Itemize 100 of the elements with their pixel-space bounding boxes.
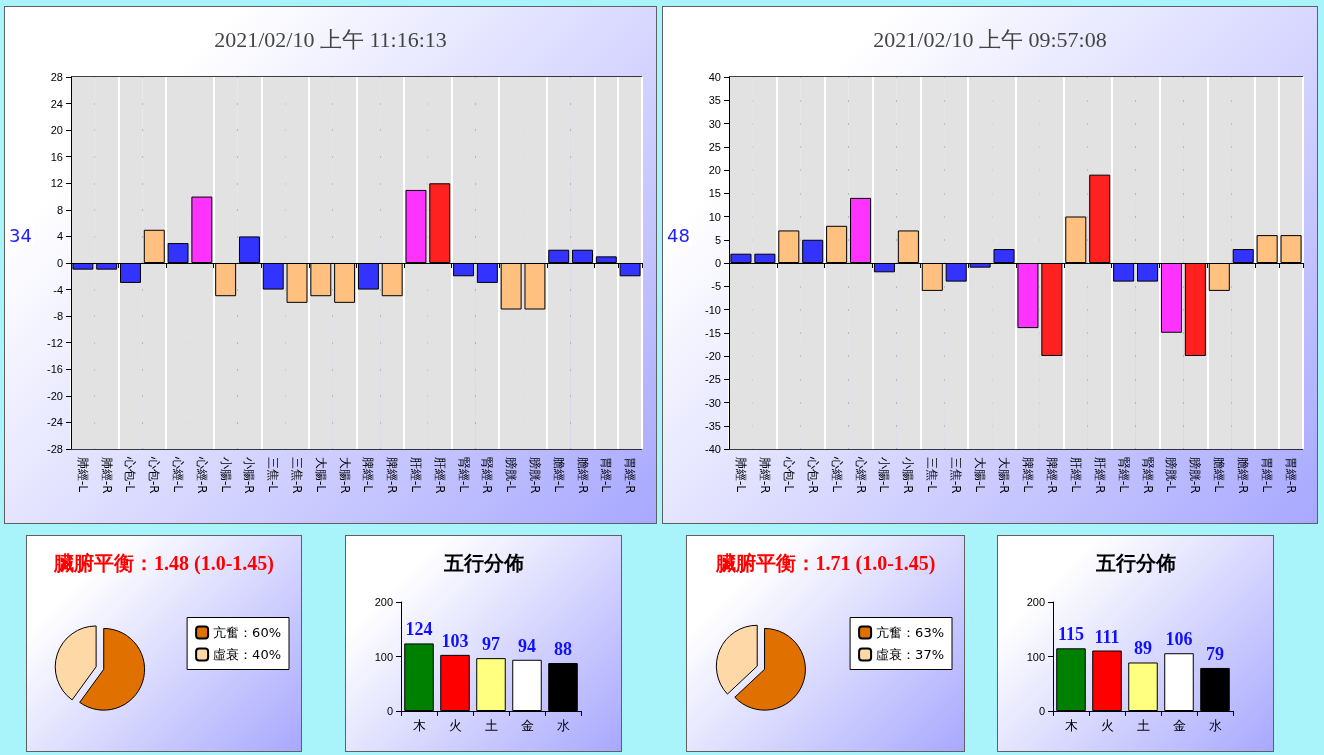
x-tick-label: 心經-R bbox=[194, 456, 209, 494]
chart-title: 五行分佈 bbox=[1094, 552, 1176, 574]
x-tick-label: 膽經-R bbox=[1236, 457, 1251, 494]
y-tick-label: -12 bbox=[47, 336, 63, 349]
x-tick-label: 三焦-L bbox=[266, 457, 281, 493]
y-tick-label: -40 bbox=[705, 443, 721, 455]
x-tick-label: 膀胱-R bbox=[1188, 457, 1203, 494]
y-tick-label: 12 bbox=[50, 177, 63, 190]
x-tick-label: 腎經-R bbox=[1140, 457, 1155, 494]
y-tick-label: 200 bbox=[374, 596, 393, 608]
x-tick-label: 小腸-R bbox=[242, 457, 257, 494]
x-tick-label: 小腸-L bbox=[218, 457, 233, 493]
legend-label: 亢奮：63% bbox=[876, 625, 945, 640]
x-tick-label: 膽經-L bbox=[1212, 457, 1227, 493]
x-tick-label: 胃經-R bbox=[1284, 457, 1299, 494]
y-tick-label: -35 bbox=[705, 419, 721, 432]
text: 34 bbox=[9, 224, 32, 246]
y-tick-label: -10 bbox=[705, 303, 721, 316]
x-tick-label: 土 bbox=[1136, 718, 1150, 733]
y-tick-label: 0 bbox=[56, 257, 63, 269]
y-tick-label: -24 bbox=[47, 416, 63, 429]
x-tick-label: 膀胱-L bbox=[504, 457, 519, 493]
data-label: 124 bbox=[405, 619, 433, 640]
y-tick-label: 0 bbox=[1038, 705, 1045, 717]
x-tick-label: 大腸-L bbox=[973, 457, 988, 493]
data-label: 94 bbox=[518, 635, 536, 656]
chart-title: 2021/02/10 上午 11:16:13 bbox=[214, 26, 447, 52]
x-tick-label: 小腸-L bbox=[877, 457, 892, 493]
x-tick-label: 胃經-L bbox=[599, 457, 614, 493]
y-tick-label: -4 bbox=[53, 283, 63, 296]
x-tick-label: 心經-R bbox=[853, 456, 868, 494]
x-tick-label: 心經-L bbox=[829, 456, 844, 493]
x-tick-label: 肺經-L bbox=[75, 457, 90, 493]
chart-title: 臟腑平衡：1.71 (1.0-1.45) bbox=[714, 552, 936, 575]
x-tick-label: 肺經-L bbox=[733, 457, 748, 493]
y-tick-label: 10 bbox=[708, 210, 721, 223]
x-tick-label: 腎經-L bbox=[1116, 457, 1131, 493]
data-label: 106 bbox=[1165, 629, 1193, 650]
y-tick-label: -30 bbox=[705, 396, 721, 409]
chart-title: 2021/02/10 上午 09:57:08 bbox=[873, 26, 1107, 52]
y-tick-label: -28 bbox=[47, 443, 63, 455]
y-tick-label: 24 bbox=[50, 97, 63, 110]
x-tick-label: 水 bbox=[556, 718, 570, 733]
x-tick-label: 胃經-R bbox=[623, 457, 638, 494]
y-tick-label: 200 bbox=[1026, 596, 1045, 608]
x-tick-label: 三焦-R bbox=[949, 457, 964, 494]
y-tick-label: 20 bbox=[708, 164, 721, 176]
x-tick-label: 心包-R bbox=[805, 456, 820, 494]
y-tick-label: 15 bbox=[708, 187, 721, 200]
x-tick-label: 火 bbox=[1100, 718, 1114, 733]
y-tick-label: 100 bbox=[1026, 650, 1045, 663]
x-tick-label: 心經-L bbox=[171, 456, 186, 493]
x-tick-label: 心包-L bbox=[781, 456, 796, 493]
x-tick-label: 金 bbox=[520, 718, 534, 733]
data-label: 111 bbox=[1094, 626, 1120, 647]
y-tick-label: 8 bbox=[56, 203, 63, 216]
x-tick-label: 肝經-L bbox=[408, 457, 423, 493]
x-tick-label: 脾經-L bbox=[361, 457, 376, 493]
y-tick-label: 16 bbox=[50, 150, 63, 163]
x-tick-label: 肝經-R bbox=[432, 457, 447, 494]
x-tick-label: 大腸-R bbox=[997, 457, 1012, 494]
x-tick-label: 肝經-L bbox=[1068, 457, 1083, 493]
x-tick-label: 胃經-L bbox=[1260, 457, 1275, 493]
y-tick-label: 20 bbox=[50, 124, 63, 137]
y-tick-label: 30 bbox=[708, 117, 721, 130]
x-tick-label: 膀胱-R bbox=[527, 457, 542, 494]
x-tick-label: 火 bbox=[448, 718, 462, 733]
data-label: 88 bbox=[554, 639, 572, 660]
data-label: 79 bbox=[1206, 643, 1224, 664]
y-tick-label: 4 bbox=[56, 230, 63, 243]
x-tick-label: 大腸-L bbox=[313, 457, 328, 493]
x-tick-label: 腎經-L bbox=[456, 457, 471, 493]
x-tick-label: 肝經-R bbox=[1092, 457, 1107, 494]
legend-label: 亢奮：60% bbox=[213, 625, 282, 640]
y-tick-label: -25 bbox=[705, 373, 721, 386]
y-tick-label: -20 bbox=[705, 350, 721, 362]
text: 48 bbox=[667, 224, 690, 246]
data-label: 89 bbox=[1134, 638, 1152, 659]
y-tick-label: 0 bbox=[386, 705, 393, 717]
x-tick-label: 金 bbox=[1172, 718, 1186, 733]
x-tick-label: 土 bbox=[484, 718, 498, 733]
y-tick-label: 5 bbox=[714, 233, 721, 246]
x-tick-label: 水 bbox=[1208, 718, 1222, 733]
x-tick-label: 木 bbox=[412, 718, 426, 733]
x-tick-label: 膽經-R bbox=[575, 457, 590, 494]
x-tick-label: 心包-L bbox=[123, 456, 138, 493]
x-tick-label: 膽經-L bbox=[551, 457, 566, 493]
y-tick-label: 35 bbox=[708, 94, 721, 107]
data-label: 103 bbox=[441, 630, 469, 651]
y-tick-label: -16 bbox=[47, 363, 63, 376]
y-tick-label: -8 bbox=[53, 310, 63, 323]
x-tick-label: 脾經-L bbox=[1020, 457, 1035, 493]
x-tick-label: 膀胱-L bbox=[1164, 457, 1179, 493]
x-tick-label: 三焦-R bbox=[290, 457, 305, 494]
y-tick-label: 0 bbox=[714, 257, 721, 269]
x-tick-label: 小腸-R bbox=[901, 457, 916, 494]
x-tick-label: 脾經-R bbox=[385, 457, 400, 494]
x-tick-label: 腎經-R bbox=[480, 457, 495, 494]
chart-title: 臟腑平衡：1.48 (1.0-1.45) bbox=[53, 552, 274, 575]
x-tick-label: 三焦-L bbox=[925, 457, 940, 493]
